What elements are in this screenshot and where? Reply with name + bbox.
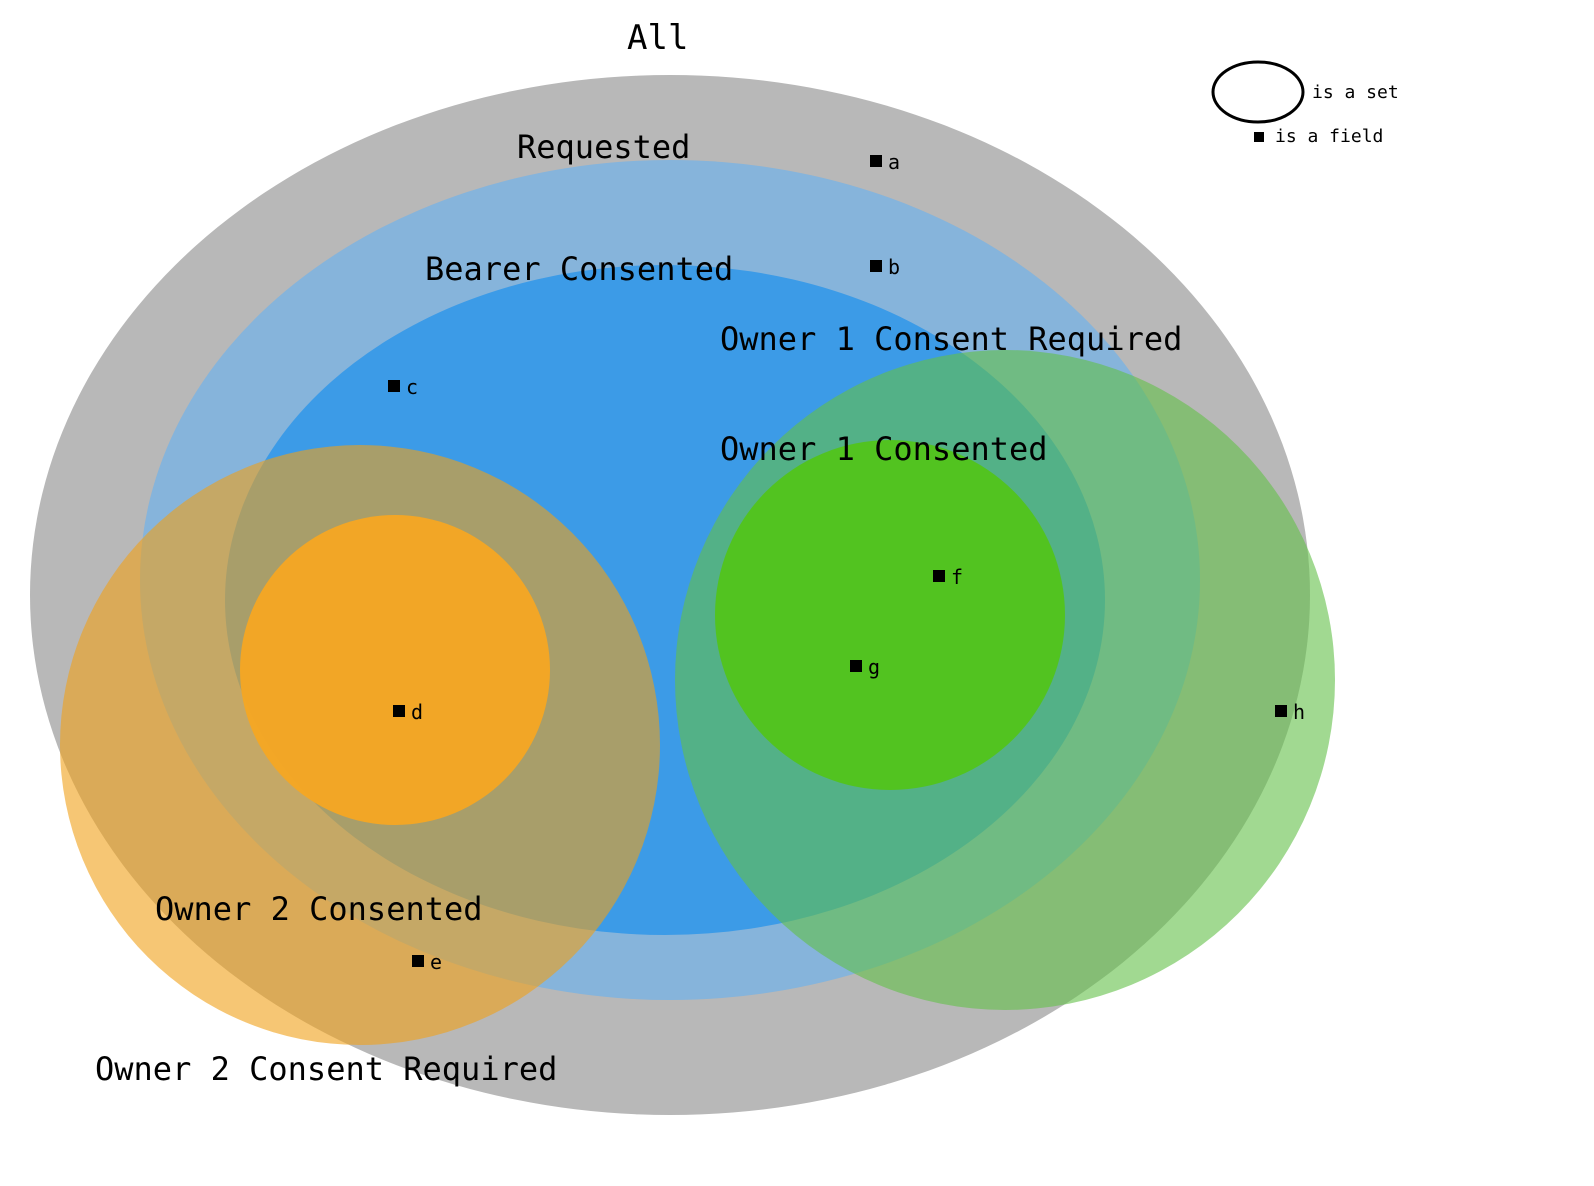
field-label-e: e: [430, 950, 442, 974]
field-label-f: f: [951, 565, 963, 589]
field-marker-d: [393, 705, 405, 717]
field-label-g: g: [868, 655, 880, 679]
field-label-a: a: [888, 150, 900, 174]
field-label-d: d: [411, 700, 423, 724]
field-marker-c: [388, 380, 400, 392]
diagram-stage: All Requested Bearer Consented Owner 1 C…: [0, 0, 1594, 1186]
diagram-title: All: [627, 18, 688, 58]
label-owner2-required: Owner 2 Consent Required: [95, 1050, 557, 1088]
field-label-h: h: [1293, 700, 1305, 724]
field-marker-a: [870, 155, 882, 167]
label-bearer-consented: Bearer Consented: [425, 250, 733, 288]
legend-field-label: is a field: [1275, 126, 1383, 147]
field-label-c: c: [406, 375, 418, 399]
label-owner1-required: Owner 1 Consent Required: [720, 320, 1182, 358]
venn-svg: [0, 0, 1594, 1186]
legend-field-icon: [1254, 132, 1264, 142]
label-requested: Requested: [517, 128, 690, 166]
legend-set-label: is a set: [1312, 82, 1399, 103]
field-marker-e: [412, 955, 424, 967]
set-owner2-consented: [240, 515, 550, 825]
field-marker-g: [850, 660, 862, 672]
field-label-b: b: [888, 255, 900, 279]
label-owner2-consented: Owner 2 Consented: [155, 890, 483, 928]
legend-set-icon: [1213, 62, 1303, 122]
field-marker-h: [1275, 705, 1287, 717]
set-owner1-consented: [715, 440, 1065, 790]
field-marker-f: [933, 570, 945, 582]
label-owner1-consented: Owner 1 Consented: [720, 430, 1048, 468]
field-marker-b: [870, 260, 882, 272]
